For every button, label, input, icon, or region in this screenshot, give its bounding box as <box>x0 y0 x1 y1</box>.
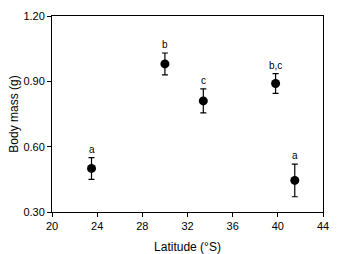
svg-text:36: 36 <box>227 220 239 232</box>
svg-text:a: a <box>89 144 95 155</box>
svg-text:44: 44 <box>317 220 329 232</box>
svg-text:b: b <box>162 39 168 50</box>
svg-text:Body mass (g): Body mass (g) <box>7 75 21 152</box>
svg-text:28: 28 <box>136 220 148 232</box>
svg-text:0.90: 0.90 <box>23 75 44 87</box>
svg-text:0.60: 0.60 <box>23 141 44 153</box>
svg-text:1.20: 1.20 <box>23 10 44 22</box>
svg-text:20: 20 <box>46 220 58 232</box>
svg-text:24: 24 <box>91 220 103 232</box>
svg-text:0.30: 0.30 <box>23 206 44 218</box>
svg-text:b,c: b,c <box>269 60 282 71</box>
svg-text:a: a <box>292 150 298 161</box>
svg-text:40: 40 <box>272 220 284 232</box>
svg-text:Latitude (°S): Latitude (°S) <box>154 240 221 254</box>
svg-text:c: c <box>201 75 206 86</box>
svg-text:32: 32 <box>181 220 193 232</box>
